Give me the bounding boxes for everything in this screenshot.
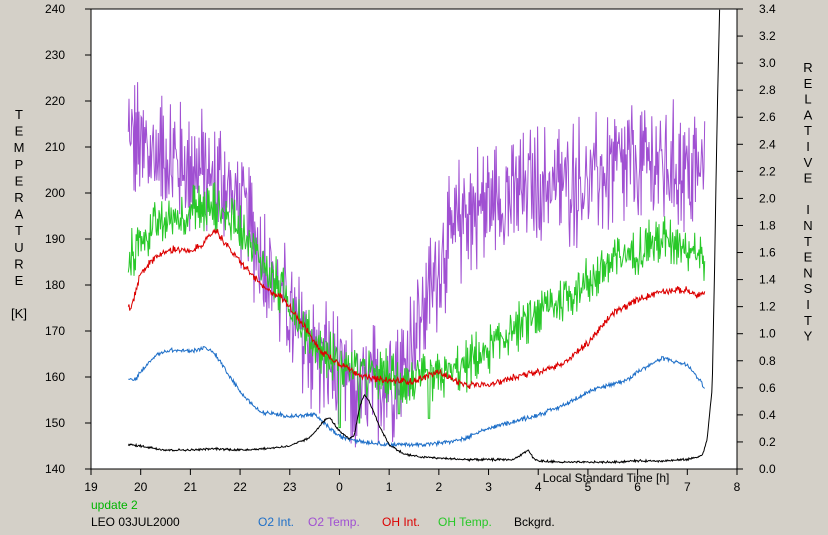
y-left-label-letter: A — [15, 207, 24, 222]
y-right-label-letter: A — [804, 107, 813, 122]
y-right-label-letter: E — [804, 171, 813, 186]
y-left-label-letter: U — [14, 240, 23, 255]
y-right-tick-label: 1.8 — [759, 218, 776, 232]
x-tick-label: 19 — [84, 480, 98, 494]
x-tick-label: 23 — [283, 480, 297, 494]
legend-oh-int: OH Int. — [382, 515, 420, 529]
series-oh-int-line — [127, 228, 706, 389]
y-right-tick-label: 2.0 — [759, 191, 776, 205]
series-oh-temp-line — [127, 182, 706, 429]
y-left-tick-label: 230 — [45, 48, 65, 62]
y-left-tick-label: 210 — [45, 140, 65, 154]
y-right-label-letter: N — [803, 218, 812, 233]
y-right-tick-label: 0.2 — [759, 435, 776, 449]
y-left-tick-label: 170 — [45, 324, 65, 338]
y-right-label-letter: I — [806, 139, 810, 154]
y-left-label-letter: [K] — [11, 306, 27, 321]
y-right-label-letter: S — [804, 281, 813, 296]
y-right-tick-label: 0.6 — [759, 381, 776, 395]
x-tick-label: 21 — [184, 480, 198, 494]
y-left-label-letter: E — [15, 273, 24, 288]
y-right-tick-label: 1.0 — [759, 327, 776, 341]
y-left-label-letter: R — [14, 256, 23, 271]
x-tick-label: 22 — [233, 480, 247, 494]
y-left-tick-label: 140 — [45, 462, 65, 476]
update-note: update 2 — [91, 498, 138, 512]
y-right-label-letter: L — [804, 92, 811, 107]
y-right-tick-label: 1.4 — [759, 273, 776, 287]
x-tick-label: 0 — [336, 480, 343, 494]
y-right-label-letter: I — [806, 202, 810, 217]
ticks-layer: 19 20 21 22 23 0 1 2 3 4 5 6 7 8140150160170180190200… — [45, 2, 776, 494]
station-date-note: LEO 03JUL2000 — [91, 515, 180, 529]
y-right-label-letter: I — [806, 297, 810, 312]
series-o2-temp-line — [127, 82, 706, 448]
y-left-tick-label: 220 — [45, 94, 65, 108]
y-right-tick-label: 2.6 — [759, 110, 776, 124]
y-left-label-letter: R — [14, 190, 23, 205]
y-right-tick-label: 2.4 — [759, 137, 776, 151]
y-right-tick-label: 2.2 — [759, 164, 776, 178]
x-tick-label: 7 — [684, 480, 691, 494]
y-left-tick-label: 240 — [45, 2, 65, 16]
y-left-label-letter: M — [14, 140, 25, 155]
y-right-label-letter: V — [804, 155, 813, 170]
y-left-tick-label: 150 — [45, 416, 65, 430]
y-right-tick-label: 3.4 — [759, 2, 776, 16]
y-right-label-letter: N — [803, 265, 812, 280]
legend-oh-temp: OH Temp. — [438, 515, 492, 529]
x-tick-label: 20 — [134, 480, 148, 494]
y-left-tick-label: 160 — [45, 370, 65, 384]
series-bckgrd-line — [127, 9, 721, 465]
x-axis-label: Local Standard Time [h] — [543, 471, 670, 485]
y-right-tick-label: 1.2 — [759, 300, 776, 314]
y-right-tick-label: 0.0 — [759, 462, 776, 476]
x-tick-label: 3 — [485, 480, 492, 494]
y-left-tick-label: 180 — [45, 278, 65, 292]
y-right-label-letter: T — [804, 313, 812, 328]
y-right-label-letter: T — [804, 234, 812, 249]
y-right-tick-label: 0.4 — [759, 408, 776, 422]
y-right-tick-label: 3.0 — [759, 56, 776, 70]
x-tick-label: 5 — [585, 480, 592, 494]
y-left-label-letter: P — [15, 157, 24, 172]
series-layer — [127, 9, 721, 465]
x-tick-label: 1 — [386, 480, 393, 494]
y-right-tick-label: 2.8 — [759, 83, 776, 97]
y-left-label-letter: T — [15, 107, 23, 122]
y-right-label-letter: T — [804, 123, 812, 138]
x-tick-label: 6 — [634, 480, 641, 494]
legend-o2-temp: O2 Temp. — [308, 515, 360, 529]
y-right-label-letter: Y — [804, 329, 813, 344]
legend-o2-int: O2 Int. — [258, 515, 294, 529]
y-right-label-letter: E — [804, 76, 813, 91]
y-right-tick-label: 1.6 — [759, 246, 776, 260]
y-right-tick-label: 0.8 — [759, 354, 776, 368]
x-tick-label: 4 — [535, 480, 542, 494]
y-left-tick-label: 200 — [45, 186, 65, 200]
y-right-label-letter: R — [803, 60, 812, 75]
y-left-tick-label: 190 — [45, 232, 65, 246]
y-left-label-letter: E — [15, 124, 24, 139]
y-left-label-letter: T — [15, 223, 23, 238]
y-right-tick-label: 3.2 — [759, 29, 776, 43]
x-tick-label: 8 — [734, 480, 741, 494]
legend-bckgrd: Bckgrd. — [514, 515, 555, 529]
y-right-label-letter: E — [804, 250, 813, 265]
series-o2-int-line — [128, 345, 705, 449]
y-left-label-letter: E — [15, 173, 24, 188]
x-tick-label: 2 — [436, 480, 443, 494]
